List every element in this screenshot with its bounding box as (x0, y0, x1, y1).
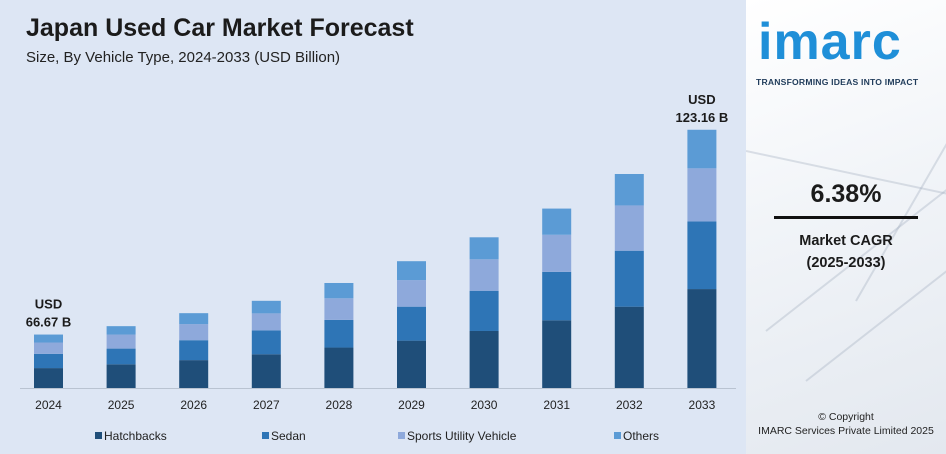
total-label-currency: USD (35, 297, 62, 312)
bar-2031-sports-utility-vehicle (542, 234, 572, 272)
bar-2029-sports-utility-vehicle (397, 280, 426, 307)
bar-2028-others (324, 282, 354, 299)
bar-2031-others (542, 208, 572, 235)
bar-2032-hatchbacks (614, 306, 644, 388)
copyright-line1: © Copyright (818, 411, 874, 423)
bar-2026-sports-utility-vehicle (179, 324, 209, 341)
bar-2026-hatchbacks (179, 360, 209, 388)
bar-2030-hatchbacks (469, 330, 499, 388)
bar-2030-sports-utility-vehicle (469, 259, 499, 291)
bar-2025-hatchbacks (106, 364, 136, 388)
bar-2030-others (469, 237, 499, 260)
bar-2024-hatchbacks (34, 368, 63, 388)
bar-2029-others (397, 261, 426, 281)
bar-2029-sedan (397, 306, 426, 341)
bar-2024-others (34, 334, 63, 343)
bar-2024-sedan (34, 353, 63, 369)
x-tick-label: 2028 (326, 398, 353, 412)
bar-2031-sedan (542, 271, 572, 321)
copyright: © Copyright IMARC Services Private Limit… (746, 410, 946, 438)
cagr-label-line1: Market CAGR (799, 233, 893, 249)
bar-2028-sports-utility-vehicle (324, 298, 354, 320)
legend-swatch (262, 432, 269, 439)
bar-2027-hatchbacks (251, 354, 281, 388)
total-label-value: 66.67 B (26, 315, 72, 330)
x-tick-label: 2026 (180, 398, 207, 412)
legend-label: Sedan (271, 429, 306, 443)
bar-2025-sports-utility-vehicle (106, 334, 136, 349)
copyright-line2: IMARC Services Private Limited 2025 (758, 425, 934, 437)
bar-2032-sedan (614, 250, 644, 307)
bar-2032-others (614, 173, 644, 206)
bar-2031-hatchbacks (542, 320, 572, 388)
cagr-label-line2: (2025-2033) (806, 255, 886, 271)
total-label-currency: USD (688, 92, 715, 107)
bar-2026-sedan (179, 340, 209, 361)
bar-2033-sports-utility-vehicle (687, 168, 717, 222)
bar-2033-sedan (687, 221, 717, 290)
bar-2028-sedan (324, 319, 354, 348)
bar-2028-hatchbacks (324, 347, 354, 388)
chart-title: Japan Used Car Market Forecast (26, 14, 414, 42)
x-tick-label: 2032 (616, 398, 643, 412)
legend-swatch (614, 432, 621, 439)
bar-2029-hatchbacks (397, 340, 426, 388)
bar-2026-others (179, 313, 209, 325)
bar-2033-hatchbacks (687, 289, 717, 388)
x-tick-label: 2029 (398, 398, 425, 412)
chart-subtitle: Size, By Vehicle Type, 2024-2033 (USD Bi… (26, 49, 341, 66)
x-tick-label: 2033 (689, 398, 716, 412)
cagr-label: Market CAGR (2025-2033) (746, 230, 946, 274)
legend-swatch (95, 432, 102, 439)
legend-label: Hatchbacks (104, 429, 167, 443)
legend-label: Others (623, 429, 659, 443)
bar-2025-others (106, 326, 136, 335)
x-tick-label: 2031 (543, 398, 570, 412)
brand-tagline: TRANSFORMING IDEAS INTO IMPACT (756, 77, 919, 87)
side-panel: imarc TRANSFORMING IDEAS INTO IMPACT 6.3… (746, 0, 946, 454)
bar-2024-sports-utility-vehicle (34, 342, 63, 354)
bar-2030-sedan (469, 290, 499, 331)
x-tick-label: 2027 (253, 398, 280, 412)
total-label-value: 123.16 B (676, 110, 729, 125)
bar-2025-sedan (106, 348, 136, 365)
x-tick-label: 2030 (471, 398, 498, 412)
x-tick-label: 2024 (35, 398, 62, 412)
stacked-bar-chart: 2024 2025 2026 2027 2028 2029 2030 2031 2032 2033… (20, 92, 736, 443)
legend-label: Sports Utility Vehicle (407, 429, 517, 443)
chart-panel: Japan Used Car Market Forecast Size, By … (0, 0, 746, 454)
logo-wordmark: imarc (758, 13, 902, 71)
cagr-value: 6.38% (810, 180, 882, 208)
legend-swatch (398, 432, 405, 439)
bar-2027-sports-utility-vehicle (251, 313, 281, 331)
bar-2032-sports-utility-vehicle (614, 205, 644, 251)
bar-2027-sedan (251, 330, 281, 355)
bar-2027-others (251, 300, 281, 314)
imarc-logo: imarc (756, 12, 938, 76)
x-tick-label: 2025 (108, 398, 135, 412)
bar-2033-others (687, 129, 717, 169)
cagr-divider (774, 216, 918, 219)
